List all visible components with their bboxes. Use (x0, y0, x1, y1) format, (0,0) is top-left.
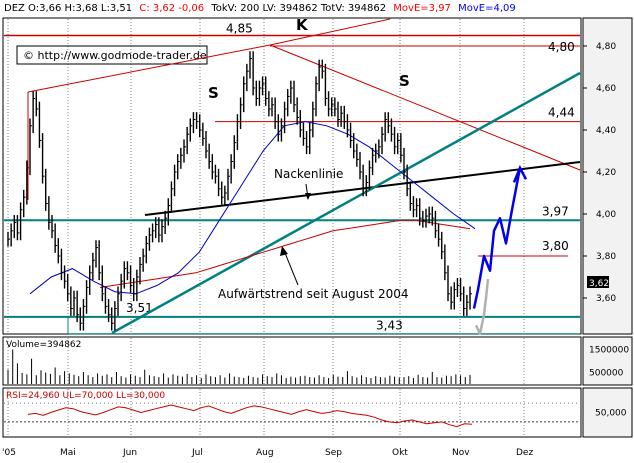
price-tick-label: 4,80 (596, 42, 616, 52)
level-label-4-44: 4,44 (548, 106, 575, 120)
copyright-box (16, 45, 208, 65)
level-label-3-97: 3,97 (542, 204, 569, 218)
header-move-red: MovE=3,97 (393, 3, 451, 14)
price-tick-label: 4,20 (596, 168, 616, 178)
annotation-left-shoulder: S (208, 84, 219, 102)
resistance-line-left (27, 44, 271, 93)
header-symbol: DEZ O:3,66 H:3,68 L:3,51 (4, 3, 132, 14)
rsi-line (27, 404, 473, 428)
moving-average-slow-line (99, 219, 471, 288)
moving-average-fast-line (29, 121, 476, 295)
rsi-panel-frame (2, 387, 582, 438)
header-volume-info: TokV: 200 LV: 394862 TotV: 394862 (210, 3, 386, 14)
projection-blue-arrowhead (512, 164, 528, 183)
resistance-line-upper (269, 18, 391, 46)
projection-blue-path (472, 167, 522, 309)
volume-label: Volume=394862 (6, 340, 81, 350)
current-price-label: 3,62 (589, 279, 609, 289)
volume-axis-frame (582, 336, 633, 386)
copyright-text: © http://www.godmode-trader.de (23, 49, 207, 62)
x-tick-label: Aug (256, 448, 274, 458)
annotation-uptrend: Aufwärtstrend seit August 2004 (218, 287, 409, 301)
level-label-3-43: 3,43 (376, 319, 403, 333)
x-tick-label: Dez (516, 448, 533, 458)
price-panel-frame (2, 17, 582, 335)
price-tick-label: 4,40 (596, 126, 616, 136)
x-tick-label: Jun (122, 448, 137, 458)
rsi-tick-label: 50,000 (595, 409, 627, 419)
x-tick-label: Nov (452, 448, 470, 458)
price-tick-label: 3,60 (596, 294, 616, 304)
annotation-right-shoulder: S (399, 72, 410, 90)
projection-gray-path (474, 278, 490, 335)
volume-panel-frame (2, 336, 582, 386)
uptrend-pointer-arrowhead (280, 246, 288, 256)
level-label-3-80: 3,80 (542, 239, 569, 253)
header-change: C: 3,62 -0,06 (139, 3, 204, 14)
header-move-blue: MovE=4,09 (458, 3, 516, 14)
x-tick-label: '05 (2, 448, 16, 458)
uptrend-line (111, 71, 581, 335)
volume-tick-label: 500000 (589, 369, 624, 379)
svg-text:DEZ O:3,66 H:3,68 L:3,51 C: DEZ O:3,66 H:3,68 L:3,51 C: 3,62 -0,06 T… (4, 3, 516, 14)
rsi-label: RSI=24,960 UL=70,000 LL=30,000 (6, 391, 165, 401)
x-tick-label: Mai (60, 448, 76, 458)
volume-tick-label: 1500000 (589, 346, 629, 356)
x-tick-label: Sep (325, 448, 342, 458)
level-label-4-85: 4,85 (226, 22, 253, 36)
neckline-pointer-arrowhead (305, 193, 311, 200)
x-tick-label: Jul (191, 448, 203, 458)
price-tick-label: 3,80 (596, 252, 616, 262)
price-tick-label: 4,60 (596, 84, 616, 94)
level-label-3-51: 3,51 (126, 301, 153, 315)
rsi-axis-frame (582, 387, 633, 438)
price-tick-label: 4,00 (596, 210, 616, 220)
annotation-head: K (296, 16, 309, 34)
annotation-neckline: Nackenlinie (274, 167, 343, 181)
level-label-4-80: 4,80 (548, 40, 575, 54)
current-price-box (587, 276, 609, 288)
x-tick-label: Okt (392, 448, 408, 458)
